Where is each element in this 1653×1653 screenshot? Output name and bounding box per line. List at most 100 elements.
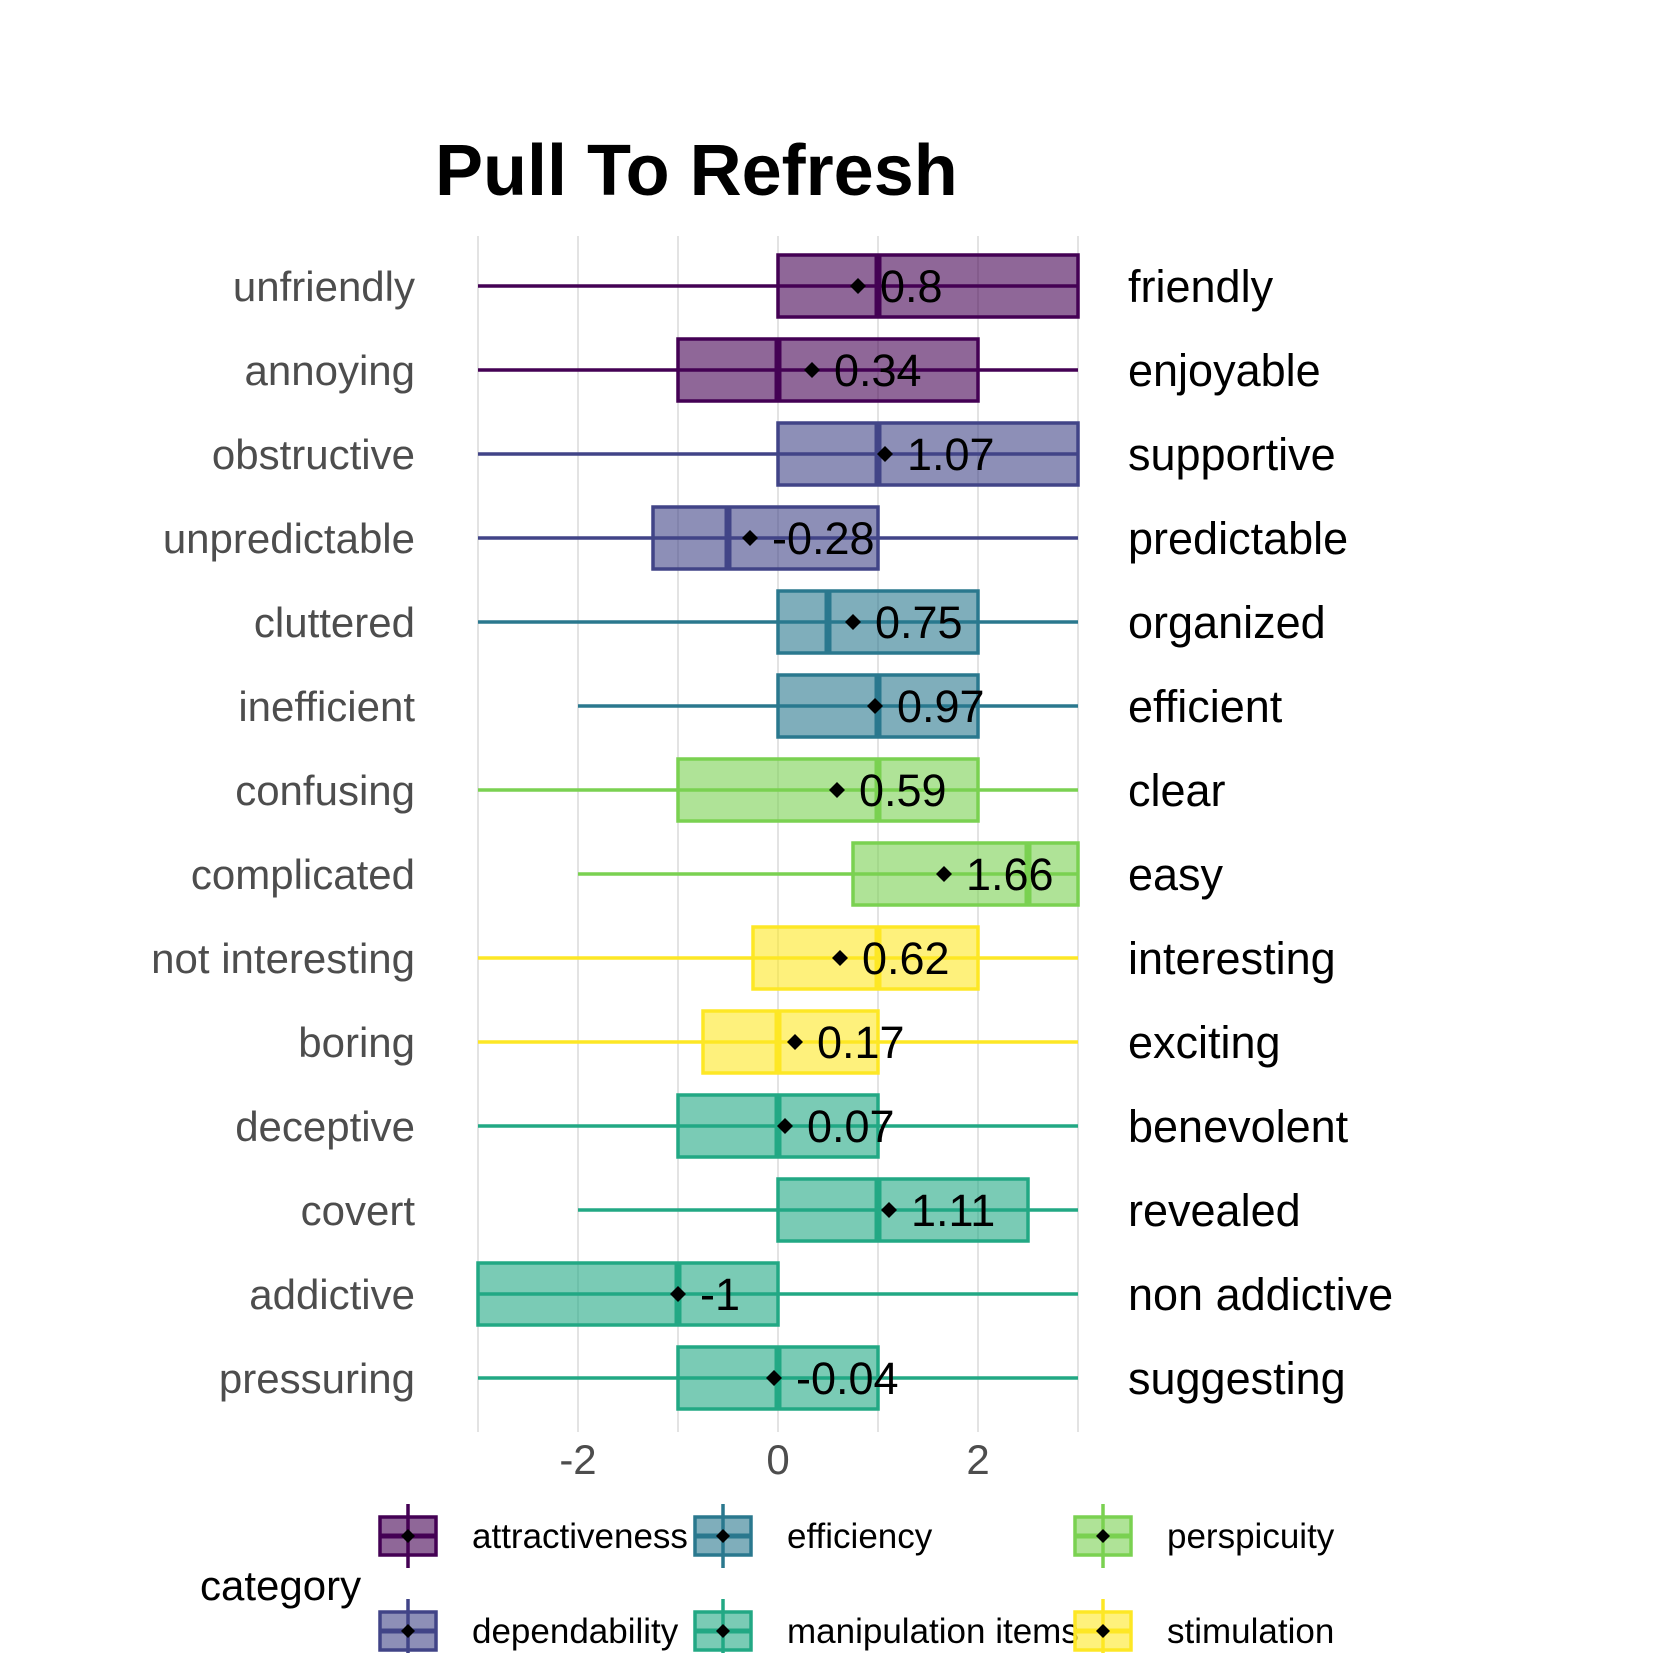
box <box>676 757 980 823</box>
legend-key-mean <box>401 1624 415 1638</box>
legend-label: stimulation <box>1167 1612 1334 1651</box>
box <box>776 589 980 655</box>
mean-value-label: 0.59 <box>859 765 947 816</box>
box <box>751 925 980 991</box>
legend-item: manipulation items <box>693 1599 1079 1653</box>
right-label: non addictive <box>1128 1269 1393 1320</box>
box-row: not interesting 0.62 interesting <box>151 925 1336 991</box>
box <box>776 421 1080 487</box>
legend-label: perspicuity <box>1167 1517 1335 1556</box>
mean-value-label: 0.17 <box>817 1017 905 1068</box>
left-label: cluttered <box>254 599 415 646</box>
box <box>676 337 980 403</box>
left-label: inefficient <box>238 683 415 730</box>
legend-key-mean <box>716 1624 730 1638</box>
mean-value-label: -0.28 <box>772 513 875 564</box>
right-label: friendly <box>1128 261 1274 312</box>
mean-marker <box>804 362 820 378</box>
left-label: not interesting <box>151 935 415 982</box>
mean-marker <box>766 1370 782 1386</box>
right-label: revealed <box>1128 1185 1301 1236</box>
legend-title: category <box>200 1562 361 1609</box>
mean-value-label: 0.8 <box>880 261 943 312</box>
mean-value-label: 1.07 <box>907 429 995 480</box>
legend-item: efficiency <box>693 1504 933 1568</box>
x-tick-label: 2 <box>966 1436 989 1483</box>
box-row: inefficient 0.97 efficient <box>238 673 1283 739</box>
legend-label: efficiency <box>787 1517 933 1556</box>
box-row: complicated 1.66 easy <box>191 841 1224 907</box>
legend-item: attractiveness <box>378 1504 688 1568</box>
legend: category attractiveness efficiency perspic… <box>200 1504 1335 1653</box>
x-tick-label: 0 <box>766 1436 789 1483</box>
x-tick-label: -2 <box>559 1436 596 1483</box>
right-label: interesting <box>1128 933 1336 984</box>
legend-label: manipulation items <box>787 1612 1079 1651</box>
mean-value-label: 1.66 <box>966 849 1054 900</box>
left-label: addictive <box>249 1271 415 1318</box>
box-row: covert 1.11 revealed <box>301 1177 1301 1243</box>
right-label: suggesting <box>1128 1353 1346 1404</box>
left-label: unfriendly <box>233 263 415 310</box>
box-row: boring 0.17 exciting <box>298 1009 1281 1075</box>
box <box>476 1261 780 1327</box>
right-label: easy <box>1128 849 1224 900</box>
legend-item: dependability <box>378 1599 679 1653</box>
left-label: pressuring <box>219 1355 415 1402</box>
mean-value-label: 0.34 <box>834 345 922 396</box>
legend-key-mean <box>1096 1624 1110 1638</box>
left-label: unpredictable <box>163 515 415 562</box>
mean-marker <box>670 1286 686 1302</box>
legend-item: perspicuity <box>1073 1504 1335 1568</box>
right-label: organized <box>1128 597 1326 648</box>
mean-value-label: 0.75 <box>875 597 963 648</box>
box <box>776 253 1080 319</box>
mean-value-label: 0.07 <box>807 1101 895 1152</box>
box <box>651 505 880 571</box>
mean-value-label: 0.62 <box>862 933 950 984</box>
box-row: cluttered 0.75 organized <box>254 589 1326 655</box>
mean-marker <box>845 614 861 630</box>
box-row: pressuring -0.04 suggesting <box>219 1345 1346 1411</box>
box-row: deceptive 0.07 benevolent <box>235 1093 1349 1159</box>
right-label: efficient <box>1128 681 1283 732</box>
left-label: confusing <box>235 767 415 814</box>
left-label: covert <box>301 1187 416 1234</box>
legend-key-mean <box>1096 1529 1110 1543</box>
mean-value-label: -0.04 <box>796 1353 899 1404</box>
box-row: addictive -1 non addictive <box>249 1261 1393 1327</box>
box-row: confusing 0.59 clear <box>235 757 1226 823</box>
left-label: obstructive <box>212 431 415 478</box>
box-row: unpredictable -0.28 predictable <box>163 505 1348 571</box>
left-label: annoying <box>245 347 415 394</box>
grid-lines <box>477 236 1079 1432</box>
right-label: supportive <box>1128 429 1336 480</box>
mean-marker <box>832 950 848 966</box>
mean-marker <box>829 782 845 798</box>
left-label: boring <box>298 1019 415 1066</box>
legend-label: attractiveness <box>472 1517 688 1556</box>
mean-marker <box>850 278 866 294</box>
right-label: exciting <box>1128 1017 1281 1068</box>
mean-marker <box>787 1034 803 1050</box>
mean-value-label: -1 <box>700 1269 740 1320</box>
right-label: clear <box>1128 765 1226 816</box>
mean-value-label: 0.97 <box>897 681 985 732</box>
right-label: predictable <box>1128 513 1348 564</box>
mean-marker <box>877 446 893 462</box>
mean-marker <box>936 866 952 882</box>
plot-area: unfriendly 0.8 friendly annoying 0.34 enjoyab… <box>151 253 1393 1411</box>
x-axis: -2 0 2 <box>559 1436 989 1483</box>
left-label: complicated <box>191 851 415 898</box>
mean-marker <box>867 698 883 714</box>
legend-label: dependability <box>472 1612 679 1651</box>
mean-value-label: 1.11 <box>911 1185 995 1236</box>
chart-title: Pull To Refresh <box>435 131 958 211</box>
right-label: benevolent <box>1128 1101 1349 1152</box>
box-row: unfriendly 0.8 friendly <box>233 253 1274 319</box>
mean-marker <box>777 1118 793 1134</box>
box-row: annoying 0.34 enjoyable <box>245 337 1321 403</box>
box-row: obstructive 1.07 supportive <box>212 421 1336 487</box>
legend-key-mean <box>401 1529 415 1543</box>
